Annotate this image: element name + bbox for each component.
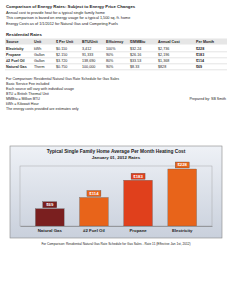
table-cell: $114 xyxy=(196,59,205,63)
data-labels: $69 $114 $183 $228 xyxy=(43,162,189,208)
table-cell: $228 xyxy=(196,47,204,51)
table-cell: $26.16 xyxy=(130,53,141,57)
table-cell: $69 xyxy=(196,65,202,69)
x-axis-line xyxy=(21,226,213,227)
chart-title: Typical Single Family Home Average Per M… xyxy=(47,149,186,154)
table-cell: Electricity xyxy=(6,47,25,51)
table-header-cell: $/MMBtu xyxy=(130,40,146,44)
table-rule xyxy=(5,69,227,70)
table-cell: Gallon xyxy=(34,59,45,63)
table-cell: kWh xyxy=(34,47,41,51)
bars xyxy=(35,169,196,226)
table-cell: $8.33 xyxy=(130,65,139,69)
data-label-bg xyxy=(175,162,189,168)
table-cell: $2,196 xyxy=(158,53,169,57)
table-cell: $1,368 xyxy=(158,59,169,63)
note: The energy costs provided are estimates … xyxy=(6,107,79,111)
table-cell: 3,412 xyxy=(82,47,91,51)
data-label: $69 xyxy=(46,202,54,207)
x-tick-label: Propane xyxy=(129,228,147,233)
heading-line: Annual cost to provide heat for a typica… xyxy=(6,11,105,15)
table-cell: Gallon xyxy=(34,53,45,57)
note: MMBtu = Million BTU xyxy=(6,97,40,101)
table-title: Residential Rates xyxy=(6,32,42,37)
note: Each source will vary with individual us… xyxy=(6,87,74,91)
x-tick: Propane xyxy=(129,226,147,233)
note: For Comparison: Residential Natural Gas … xyxy=(6,77,119,81)
table-cell: $183 xyxy=(196,53,204,57)
table-header-cell: BTU/Unit xyxy=(82,40,99,44)
heading-line: This comparison is based on energy usage… xyxy=(6,16,130,20)
footer: For Comparison: Residential Natural Gas … xyxy=(41,242,190,246)
table-header-cell: Source xyxy=(6,40,19,44)
table-header-cell: Unit xyxy=(34,40,42,44)
page: Comparison of Energy Rates: Subject to E… xyxy=(0,0,232,300)
data-label: $228 xyxy=(177,162,187,167)
data-label-bg xyxy=(43,202,57,208)
table-cell: 100,000 xyxy=(82,65,95,69)
x-axis: Natural Gas #2 Fuel Oil Propane Electricity xyxy=(21,226,213,233)
table-cell: 91,333 xyxy=(82,53,93,57)
bar xyxy=(124,180,153,226)
table-header-cell: Efficiency xyxy=(106,40,124,44)
bar xyxy=(80,198,109,227)
table-cell: $0.750 xyxy=(56,65,67,69)
table-header-bg xyxy=(5,39,227,45)
plot-frame xyxy=(20,166,212,226)
table-cell: $828 xyxy=(158,65,166,69)
table-cell: 90% xyxy=(106,53,114,57)
chart-box xyxy=(10,146,222,238)
table-header-cell: Annual Cost xyxy=(158,40,180,44)
note: BTU = British Thermal Unit xyxy=(6,92,49,96)
x-tick-label: #2 Fuel Oil xyxy=(83,228,105,233)
data-label-bg xyxy=(131,173,145,179)
data-label: $183 xyxy=(133,174,143,179)
prepared-by: Prepared by: SB Smith xyxy=(189,97,226,101)
data-label: $114 xyxy=(89,191,99,196)
bar xyxy=(35,209,64,226)
table-cell: $2.150 xyxy=(56,53,67,57)
heading-line: Energy Costs as of 1/1/2012 for Natural … xyxy=(6,22,118,26)
chart-subtitle: January 01, 2012 Rates xyxy=(92,155,141,160)
table-cell: $3.720 xyxy=(56,59,67,63)
x-tick: Electricity xyxy=(172,226,193,233)
table-cell: $33.53 xyxy=(130,59,141,63)
x-tick-label: Electricity xyxy=(172,228,193,233)
table-cell: 90% xyxy=(106,65,114,69)
bar xyxy=(168,169,197,226)
table-cell: #2 Fuel Oil xyxy=(6,59,25,63)
note: kWh = Kilowatt Hour xyxy=(6,102,39,106)
table-cell: 100% xyxy=(106,47,116,51)
heading-line: Comparison of Energy Rates: Subject to E… xyxy=(6,4,136,9)
note: Basic Service Fee included xyxy=(6,82,49,86)
x-tick: #2 Fuel Oil xyxy=(83,226,105,233)
table-cell: Propane xyxy=(6,53,21,57)
data-label-bg xyxy=(87,191,101,197)
table-cell: $32.24 xyxy=(130,47,141,51)
table-cell: $2,736 xyxy=(158,47,169,51)
table-header-cell: Per Month xyxy=(196,40,215,44)
table-cell: Therm xyxy=(34,65,45,69)
x-tick-label: Natural Gas xyxy=(38,228,63,233)
table-cell: Natural Gas xyxy=(6,65,27,69)
table-header-cell: $ Per Unit xyxy=(56,40,74,44)
table-cell: 80% xyxy=(106,59,114,63)
x-tick: Natural Gas xyxy=(38,226,63,233)
table-cell: $0.110 xyxy=(56,47,67,51)
table-cell: 138,690 xyxy=(82,59,95,63)
